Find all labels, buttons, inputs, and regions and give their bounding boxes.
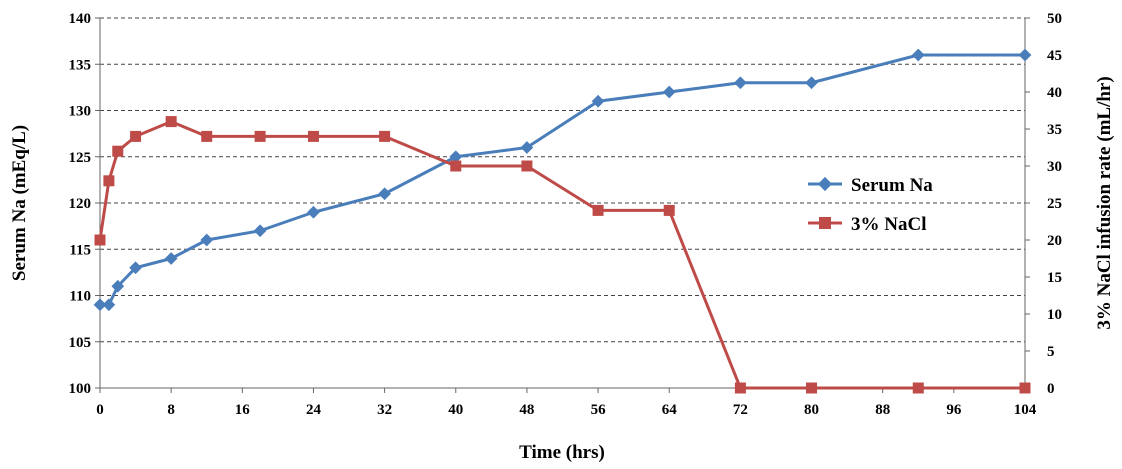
data-point (103, 175, 115, 187)
legend: Serum Na 3% NaCl (808, 175, 933, 235)
y2-tick-label: 45 (1047, 48, 1062, 64)
data-point (1019, 382, 1031, 394)
gridlines (100, 17, 1025, 343)
x-tick-label: 0 (96, 402, 104, 418)
y-tick-label: 120 (69, 196, 92, 212)
x-axis-title: Time (hrs) (519, 442, 605, 463)
y-tick-label: 130 (69, 104, 92, 120)
y-tick-label: 105 (69, 335, 92, 351)
x-tick-label: 56 (591, 402, 607, 418)
x-tick-label: 64 (662, 402, 678, 418)
axes (95, 17, 1030, 393)
data-point (805, 76, 818, 90)
y-axis-title: Serum Na (mEq/L) (9, 125, 30, 281)
x-tick-label: 48 (519, 402, 534, 418)
x-tick-label: 88 (875, 402, 890, 418)
x-tick-label: 96 (946, 402, 962, 418)
data-point (307, 205, 320, 219)
y2-tick-label: 10 (1047, 307, 1062, 323)
y2-tick-label: 30 (1047, 159, 1062, 175)
y2-tick-label: 25 (1047, 196, 1062, 212)
y-tick-label: 135 (69, 57, 92, 73)
x-tick-label: 24 (306, 402, 322, 418)
data-point (379, 130, 391, 142)
series-line (98, 120, 1025, 390)
data-point (912, 382, 924, 394)
y-tick-label: 140 (69, 11, 92, 27)
data-point (449, 150, 463, 164)
x-tick-label: 8 (167, 402, 175, 418)
legend-nacl-marker (819, 217, 831, 229)
y-tick-label: 100 (69, 381, 92, 397)
y2-axis-title: 3% NaCl infusion rate (mL/hr) (1094, 76, 1115, 329)
data-point (378, 187, 391, 201)
data-point (94, 234, 106, 246)
data-point (165, 116, 177, 128)
data-point (102, 298, 116, 312)
y-tick-label: 125 (69, 150, 92, 166)
data-point (200, 233, 214, 247)
y2-tick-label: 15 (1047, 270, 1062, 286)
y2-tick-label: 20 (1047, 233, 1062, 249)
data-point (806, 382, 818, 394)
data-point (911, 48, 925, 62)
data-point (662, 85, 676, 99)
legend-nacl-label: 3% NaCl (851, 214, 926, 235)
data-point (521, 160, 533, 172)
data-point (254, 130, 266, 142)
y2-tick-label: 5 (1047, 344, 1055, 360)
data-point (663, 204, 675, 216)
tick-labels: 100 105 110 115 120 125 130 135 140 0 5 10 15 20 25 30 3… (69, 11, 1063, 418)
data-point (112, 145, 124, 157)
data-point (93, 298, 107, 312)
y2-tick-label: 0 (1047, 381, 1055, 397)
data-point (130, 130, 142, 142)
data-point (307, 130, 319, 142)
data-point (164, 252, 178, 265)
x-tick-label: 80 (804, 402, 819, 418)
legend-serum-na-label: Serum Na (851, 175, 933, 196)
data-point (253, 224, 267, 238)
x-tick-label: 104 (1014, 402, 1037, 418)
data-point (592, 204, 604, 216)
series-nacl (94, 116, 1031, 394)
x-tick-label: 72 (733, 402, 748, 418)
data-point (201, 130, 213, 142)
data-point (734, 382, 746, 394)
data-point (1018, 48, 1032, 62)
data-point (111, 279, 125, 293)
data-point (129, 261, 142, 275)
y2-tick-label: 50 (1047, 11, 1062, 27)
x-tick-label: 16 (235, 402, 251, 418)
y-tick-label: 110 (69, 289, 91, 305)
y-tick-label: 115 (69, 242, 91, 258)
data-point (450, 160, 462, 172)
x-tick-label: 40 (448, 402, 463, 418)
y2-tick-label: 40 (1047, 85, 1062, 101)
x-tick-label: 32 (377, 402, 392, 418)
data-point (734, 76, 747, 90)
legend-serum-na-marker (817, 176, 833, 192)
y2-tick-label: 35 (1047, 122, 1062, 138)
